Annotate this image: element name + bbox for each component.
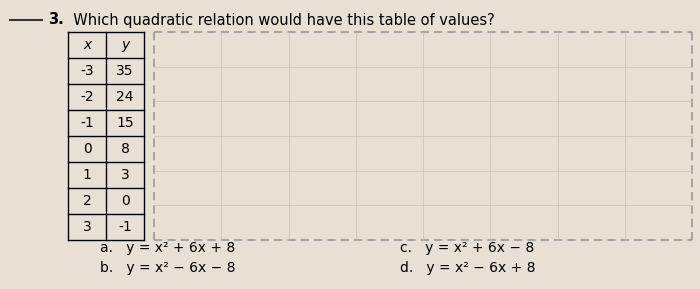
Text: 15: 15 bbox=[116, 116, 134, 130]
Text: 1: 1 bbox=[83, 168, 92, 182]
Text: x: x bbox=[83, 38, 91, 52]
Text: 24: 24 bbox=[116, 90, 134, 104]
Text: 2: 2 bbox=[83, 194, 92, 208]
Text: b.   y = x² − 6x − 8: b. y = x² − 6x − 8 bbox=[100, 261, 235, 275]
Text: -1: -1 bbox=[118, 220, 132, 234]
Text: -1: -1 bbox=[80, 116, 94, 130]
Text: 0: 0 bbox=[120, 194, 130, 208]
Text: d.   y = x² − 6x + 8: d. y = x² − 6x + 8 bbox=[400, 261, 536, 275]
Text: c.   y = x² + 6x − 8: c. y = x² + 6x − 8 bbox=[400, 241, 534, 255]
Text: a.   y = x² + 6x + 8: a. y = x² + 6x + 8 bbox=[100, 241, 235, 255]
Text: 3: 3 bbox=[83, 220, 92, 234]
Text: 8: 8 bbox=[120, 142, 130, 156]
Text: 35: 35 bbox=[116, 64, 134, 78]
Text: y: y bbox=[121, 38, 129, 52]
Text: 3: 3 bbox=[120, 168, 130, 182]
Text: 0: 0 bbox=[83, 142, 92, 156]
Text: 3.: 3. bbox=[48, 12, 64, 27]
Text: -3: -3 bbox=[80, 64, 94, 78]
Text: -2: -2 bbox=[80, 90, 94, 104]
Text: Which quadratic relation would have this table of values?: Which quadratic relation would have this… bbox=[64, 12, 495, 27]
